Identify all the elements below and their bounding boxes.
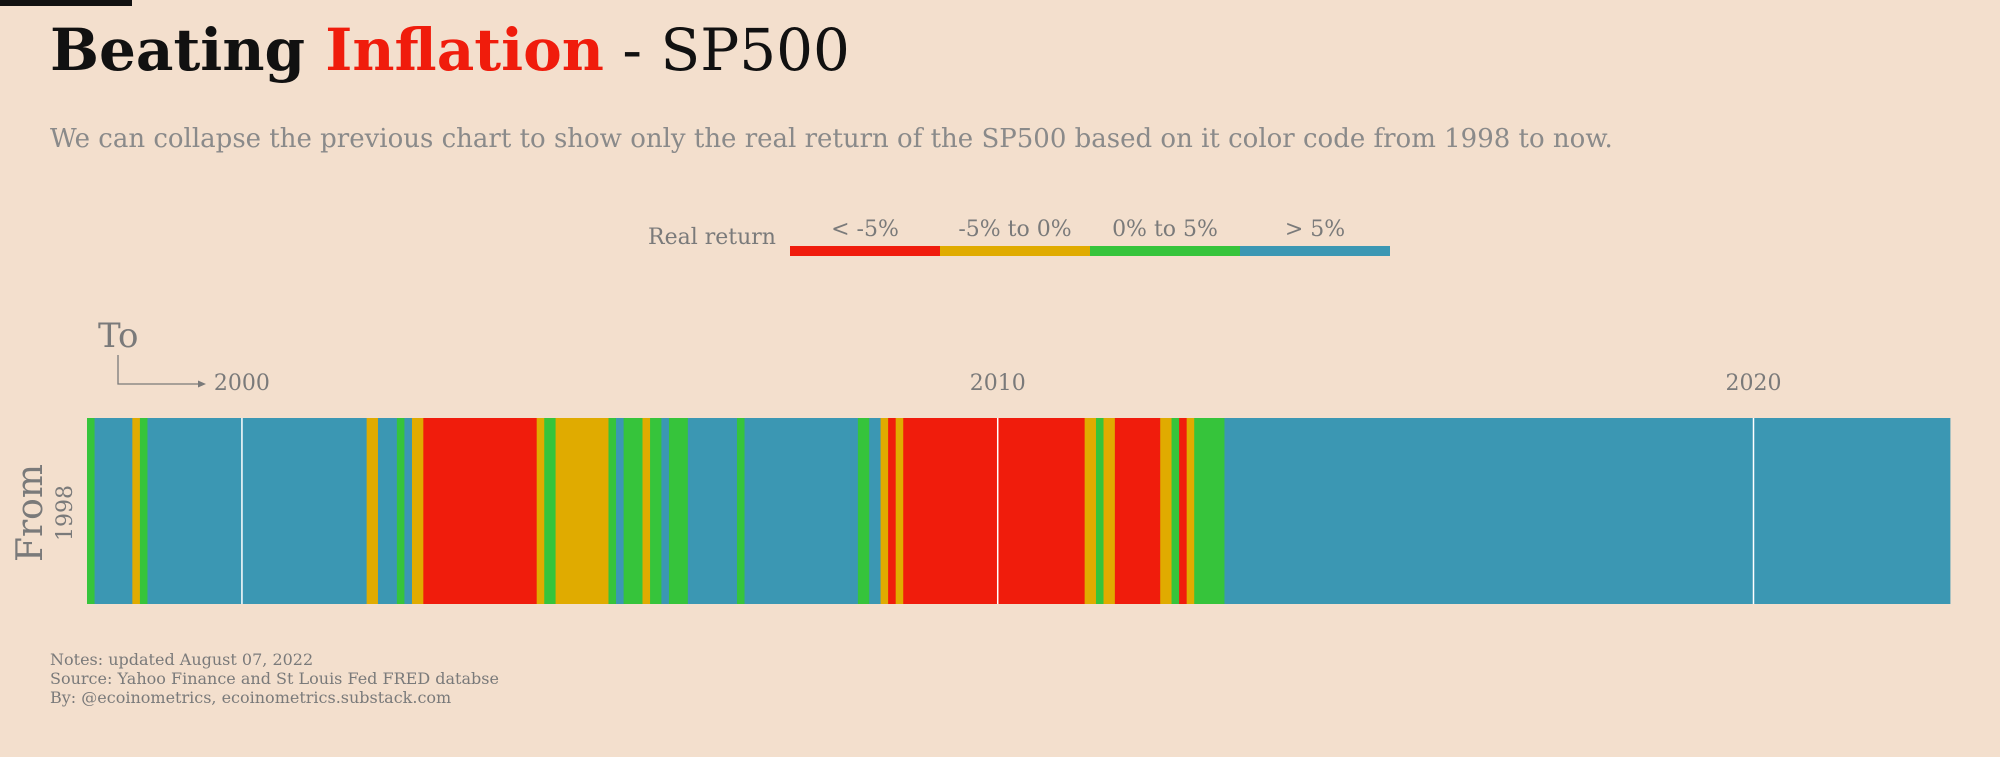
heatmap-cell-12 (544, 418, 556, 604)
heatmap-cell-18 (650, 418, 662, 604)
legend-item-lt-minus5: < -5% (790, 214, 940, 256)
notes: Notes: updated August 07, 2022 Source: Y… (50, 650, 499, 707)
heatmap-cell-1 (94, 418, 133, 604)
to-arrow (117, 355, 206, 388)
row-label: 1998 (53, 485, 78, 541)
heatmap-cell-33 (1114, 418, 1161, 604)
legend-title: Real return (648, 225, 776, 250)
notes-line: Notes: updated August 07, 2022 (50, 650, 314, 669)
title-part-2: Inflation (325, 16, 604, 84)
legend-item-label: > 5% (1284, 217, 1346, 242)
heatmap-cell-19 (661, 418, 670, 604)
heatmap-cell-13 (555, 418, 609, 604)
heatmap-cell-21 (687, 418, 738, 604)
heatmap-cell-16 (623, 418, 643, 604)
heatmap-chart: To 2000 2010 2020 From 1998 (10, 316, 1951, 604)
heatmap-cell-15 (616, 418, 625, 604)
heatmap-cell-27 (888, 418, 897, 604)
chart-title: Beating Inflation - SP500 (50, 16, 850, 84)
heatmap-cell-29 (903, 418, 1086, 604)
legend-swatch (940, 246, 1090, 256)
heatmap-cell-35 (1171, 418, 1180, 604)
legend-swatch (1090, 246, 1240, 256)
x-tick-labels: 2000 2010 2020 (214, 371, 1782, 396)
heatmap-cell-5 (366, 418, 379, 604)
heatmap-cell-3 (139, 418, 148, 604)
x-tick-label-2010: 2010 (970, 371, 1026, 396)
x-tick-label-2000: 2000 (214, 371, 270, 396)
heatmap-segments (87, 418, 1951, 604)
legend-swatch (790, 246, 940, 256)
heatmap-cell-39 (1224, 418, 1951, 604)
heatmap-cell-10 (423, 418, 538, 604)
heatmap-cell-6 (377, 418, 398, 604)
byline: By: @ecoinometrics, ecoinometrics.substa… (50, 688, 452, 707)
heatmap-cell-32 (1103, 418, 1116, 604)
heatmap-cell-14 (608, 418, 617, 604)
heatmap-cell-37 (1186, 418, 1195, 604)
heatmap-cell-17 (642, 418, 651, 604)
source-line: Source: Yahoo Finance and St Louis Fed F… (50, 669, 499, 688)
year-gridlines (241, 418, 1755, 604)
heatmap-cell-25 (869, 418, 881, 604)
legend-item-0-to-5: 0% to 5% (1090, 214, 1240, 256)
title-part-3: - SP500 (603, 16, 850, 84)
heatmap-cell-4 (147, 418, 368, 604)
heatmap-cell-9 (411, 418, 424, 604)
heatmap-cell-31 (1095, 418, 1104, 604)
heatmap-cell-36 (1179, 418, 1188, 604)
heatmap-cell-34 (1160, 418, 1172, 604)
heatmap-cell-30 (1084, 418, 1097, 604)
heatmap-cell-11 (536, 418, 545, 604)
heatmap-cell-23 (744, 418, 859, 604)
x-axis-title: To (98, 316, 139, 356)
legend-item-label: -5% to 0% (958, 217, 1072, 242)
heatmap-cell-38 (1194, 418, 1225, 604)
heatmap-cell-26 (880, 418, 889, 604)
chart-subtitle: We can collapse the previous chart to sh… (50, 124, 1613, 154)
legend-item-minus5-to-0: -5% to 0% (940, 214, 1090, 256)
title-part-1: Beating (50, 16, 326, 84)
legend-item-gt-5: > 5% (1240, 214, 1390, 256)
heatmap-cell-20 (668, 418, 689, 604)
x-tick-label-2020: 2020 (1725, 371, 1781, 396)
legend-swatch (1240, 246, 1390, 256)
heatmap-cell-22 (736, 418, 745, 604)
heatmap-cell-8 (404, 418, 413, 604)
heatmap-cell-28 (895, 418, 904, 604)
top-accent-bar (0, 0, 132, 6)
y-axis-title: From (10, 464, 51, 562)
heatmap-cell-0 (87, 418, 95, 604)
legend-item-label: 0% to 5% (1112, 217, 1218, 242)
heatmap-cell-2 (132, 418, 141, 604)
legend-item-label: < -5% (831, 217, 899, 242)
heatmap-cell-24 (857, 418, 870, 604)
heatmap-cell-7 (396, 418, 405, 604)
